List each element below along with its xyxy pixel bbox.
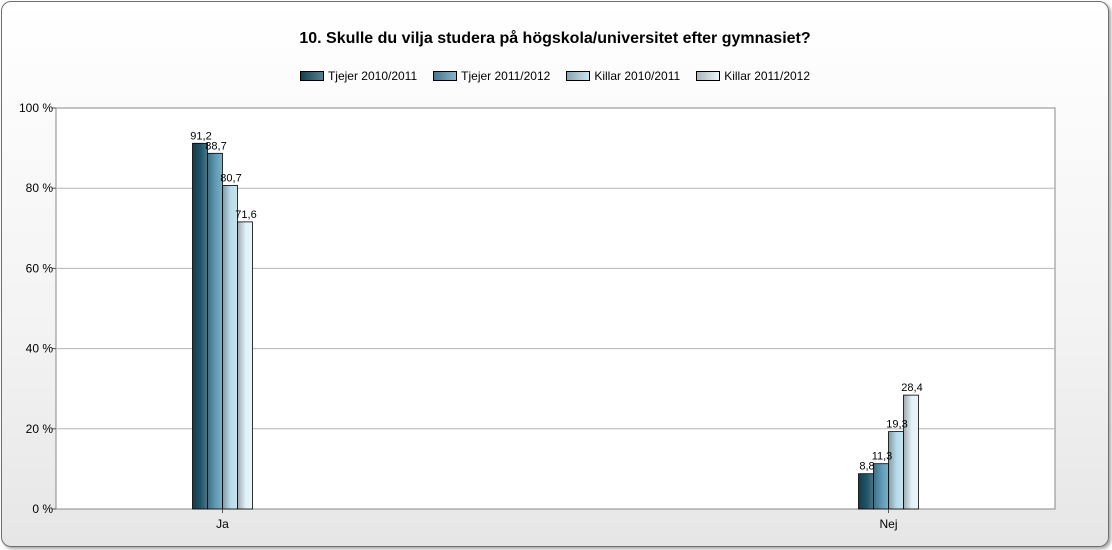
bar [222,184,238,510]
bar [858,473,874,510]
data-label: 19,3 [886,419,907,431]
legend-label: Killar 2010/2011 [594,69,681,83]
legend-item: Killar 2011/2012 [696,69,810,83]
data-label: 8,8 [859,461,874,473]
chart-title: 10. Skulle du vilja studera på högskola/… [299,30,811,47]
bar [903,394,919,510]
legend: Tjejer 2010/2011 Tjejer 2011/2012 Killar 2… [0,69,1110,83]
data-label: 80,7 [220,172,241,184]
legend-item: Tjejer 2011/2012 [433,69,550,83]
data-labels: 91,288,7 80,7 71,6 8,811,3 19,3 28,4 [190,130,922,472]
legend-label: Killar 2011/2012 [724,69,811,83]
data-label: 28,4 [901,382,922,394]
legend-swatch [299,71,324,81]
bars [192,142,919,510]
y-tick-label: 0 % [32,502,53,516]
bar [237,221,253,510]
y-tick-label: 100 % [19,101,53,115]
bar [888,431,904,510]
data-label: 11,3 [872,451,893,463]
y-tick-label: 40 % [26,342,54,356]
legend-swatch [696,71,721,81]
bar [207,152,223,510]
legend-swatch [433,71,458,81]
bar [873,463,889,510]
data-label: 91,2 [190,130,211,142]
category-label: Nej [879,517,897,531]
data-label: 71,6 [235,209,256,221]
legend-label: Tjejer 2011/2012 [461,69,551,83]
bar [192,142,208,510]
y-tick-label: 20 % [26,422,54,436]
data-label: 88,7 [205,140,226,152]
legend-item: Killar 2010/2011 [566,69,680,83]
y-axis-ticks: 0 % 20 % 40 % 60 % 80 % 100 % [19,101,56,516]
x-axis-categories: Ja Nej [216,509,898,531]
legend-swatch [566,71,591,81]
legend-item: Tjejer 2010/2011 [299,69,418,83]
category-label: Ja [216,517,229,531]
y-tick-label: 80 % [26,181,54,195]
legend-label: Tjejer 2010/2011 [327,69,418,83]
y-tick-label: 60 % [26,261,54,275]
